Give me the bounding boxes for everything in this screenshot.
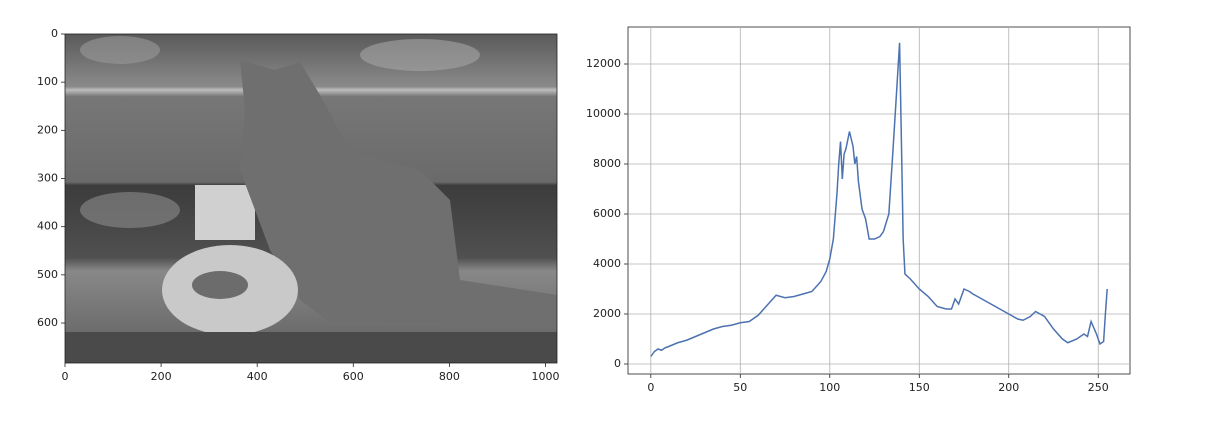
y-tick-label: 0 [51, 27, 58, 40]
y-tick-label: 500 [37, 268, 58, 281]
x-tick-label: 100 [819, 381, 840, 394]
y-tick-label: 10000 [586, 107, 621, 120]
x-tick-label: 150 [909, 381, 930, 394]
y-tick-label: 100 [37, 75, 58, 88]
y-tick-label: 300 [37, 172, 58, 185]
x-tick-label: 600 [343, 370, 364, 383]
y-tick-label: 6000 [593, 207, 621, 220]
y-tick-label: 600 [37, 316, 58, 329]
x-tick-label: 200 [151, 370, 172, 383]
line [650, 42, 1108, 357]
y-tick-label: 4000 [593, 257, 621, 270]
x-tick-label: 0 [62, 370, 69, 383]
x-tick-label: 50 [733, 381, 747, 394]
axes-frame [64, 33, 558, 364]
y-tick-label: 12000 [586, 57, 621, 70]
axes-frame [627, 26, 1131, 375]
x-tick-label: 800 [439, 370, 460, 383]
x-tick-label: 400 [247, 370, 268, 383]
y-tick-label: 400 [37, 220, 58, 233]
x-tick-label: 0 [647, 381, 654, 394]
x-tick-label: 200 [998, 381, 1019, 394]
y-tick-label: 200 [37, 123, 58, 136]
x-tick-label: 250 [1088, 381, 1109, 394]
image [65, 34, 557, 363]
x-tick-label: 1000 [531, 370, 559, 383]
y-tick-label: 2000 [593, 307, 621, 320]
y-tick-label: 0 [614, 357, 621, 370]
y-tick-label: 8000 [593, 157, 621, 170]
